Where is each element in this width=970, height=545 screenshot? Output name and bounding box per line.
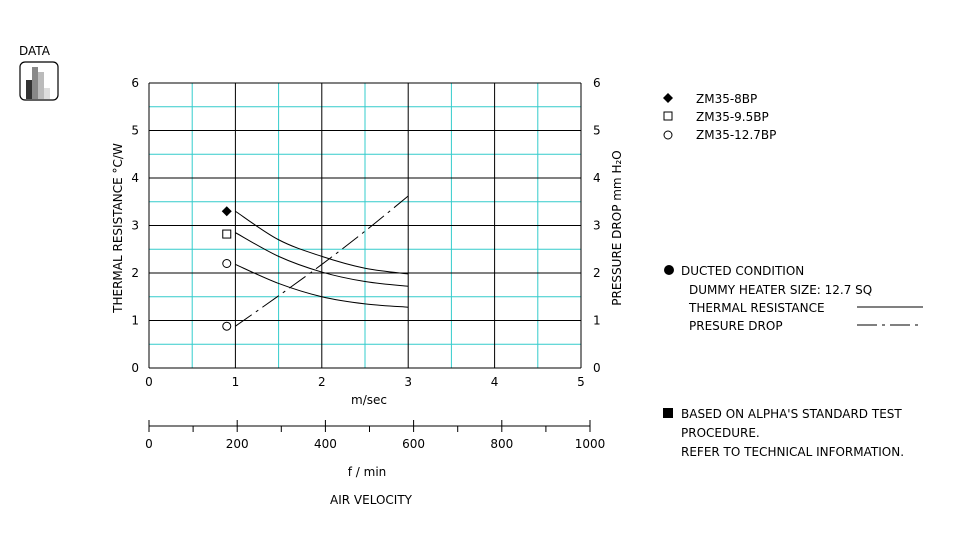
y-axis-left-label: THERMAL RESISTANCE °C/W bbox=[111, 143, 125, 314]
bullet-square-icon bbox=[663, 408, 673, 418]
chart-curves bbox=[235, 195, 409, 327]
standard-test-line-1: BASED ON ALPHA'S STANDARD TEST bbox=[681, 407, 902, 421]
y-tick-label-left: 3 bbox=[131, 219, 139, 233]
y-tick-label-left: 4 bbox=[131, 171, 139, 185]
x-tick-label: 2 bbox=[318, 375, 326, 389]
pressure-drop-curve bbox=[235, 195, 409, 327]
y-tick-label-right: 6 bbox=[593, 76, 601, 90]
thermal-curve-series-1 bbox=[235, 232, 409, 287]
x2-tick-label: 400 bbox=[314, 437, 337, 451]
y-tick-label-left: 0 bbox=[131, 361, 139, 375]
chart-markers bbox=[221, 206, 232, 331]
y-tick-label-left: 6 bbox=[131, 76, 139, 90]
series-marker-2 bbox=[222, 259, 232, 268]
legend-label-2: ZM35-12.7BP bbox=[696, 128, 776, 142]
y-tick-label-left: 2 bbox=[131, 266, 139, 280]
standard-test-note: BASED ON ALPHA'S STANDARD TEST PROCEDURE… bbox=[663, 407, 904, 459]
y-axis-right-label: PRESSURE DROP mm H₂O bbox=[610, 150, 624, 305]
x2-tick-label: 200 bbox=[226, 437, 249, 451]
x-tick-label: 1 bbox=[232, 375, 240, 389]
legend: ZM35-8BP ZM35-9.5BP ZM35-12.7BP bbox=[663, 92, 776, 142]
x-axis-title: AIR VELOCITY bbox=[330, 493, 413, 507]
test-condition-notes: DUCTED CONDITION DUMMY HEATER SIZE: 12.7… bbox=[664, 264, 923, 333]
dummy-heater-size: DUMMY HEATER SIZE: 12.7 SQ bbox=[689, 283, 872, 297]
thermal-curve-series-2 bbox=[235, 263, 409, 308]
x-axis-unit-label: m/sec bbox=[351, 393, 387, 407]
x2-tick-label: 0 bbox=[145, 437, 153, 451]
legend-diamond-icon bbox=[663, 93, 673, 103]
y-tick-label-right: 0 bbox=[593, 361, 601, 375]
thermal-resistance-key-label: THERMAL RESISTANCE bbox=[688, 301, 825, 315]
chart-grid bbox=[148, 82, 582, 369]
x2-tick-label: 800 bbox=[490, 437, 513, 451]
thermal-curve-series-0 bbox=[235, 210, 409, 275]
y-tick-label-left: 1 bbox=[131, 314, 139, 328]
x-tick-label: 4 bbox=[491, 375, 499, 389]
series-marker-1 bbox=[222, 229, 232, 239]
standard-test-line-2: PROCEDURE. bbox=[681, 426, 760, 440]
y-tick-label-left: 5 bbox=[131, 124, 139, 138]
y-tick-label-right: 5 bbox=[593, 124, 601, 138]
standard-test-line-3: REFER TO TECHNICAL INFORMATION. bbox=[681, 445, 904, 459]
legend-square-icon bbox=[663, 111, 673, 121]
legend-circle-icon bbox=[663, 130, 673, 140]
chart-ticks: 0 01 12 23 34 45 56 60 1 2 3 4 50 200 400 600 800 1000 bbox=[131, 76, 605, 451]
y-tick-label-right: 2 bbox=[593, 266, 601, 280]
legend-label-0: ZM35-8BP bbox=[696, 92, 757, 106]
ducted-condition-title: DUCTED CONDITION bbox=[681, 264, 804, 278]
x-tick-label: 3 bbox=[404, 375, 412, 389]
bar-chart-icon bbox=[19, 61, 59, 101]
x-tick-label: 0 bbox=[145, 375, 153, 389]
legend-label-1: ZM35-9.5BP bbox=[696, 110, 769, 124]
x2-tick-label: 600 bbox=[402, 437, 425, 451]
pressure-drop-key-label: PRESURE DROP bbox=[689, 319, 783, 333]
bullet-circle-icon bbox=[664, 265, 674, 275]
pressure-drop-marker bbox=[222, 321, 232, 331]
y-tick-label-right: 3 bbox=[593, 219, 601, 233]
data-label: DATA bbox=[19, 44, 51, 58]
x2-tick-label: 1000 bbox=[575, 437, 606, 451]
x2-axis-unit-label: f / min bbox=[348, 465, 387, 479]
y-tick-label-right: 1 bbox=[593, 314, 601, 328]
y-tick-label-right: 4 bbox=[593, 171, 601, 185]
series-marker-0 bbox=[221, 206, 232, 217]
x-tick-label: 5 bbox=[577, 375, 585, 389]
